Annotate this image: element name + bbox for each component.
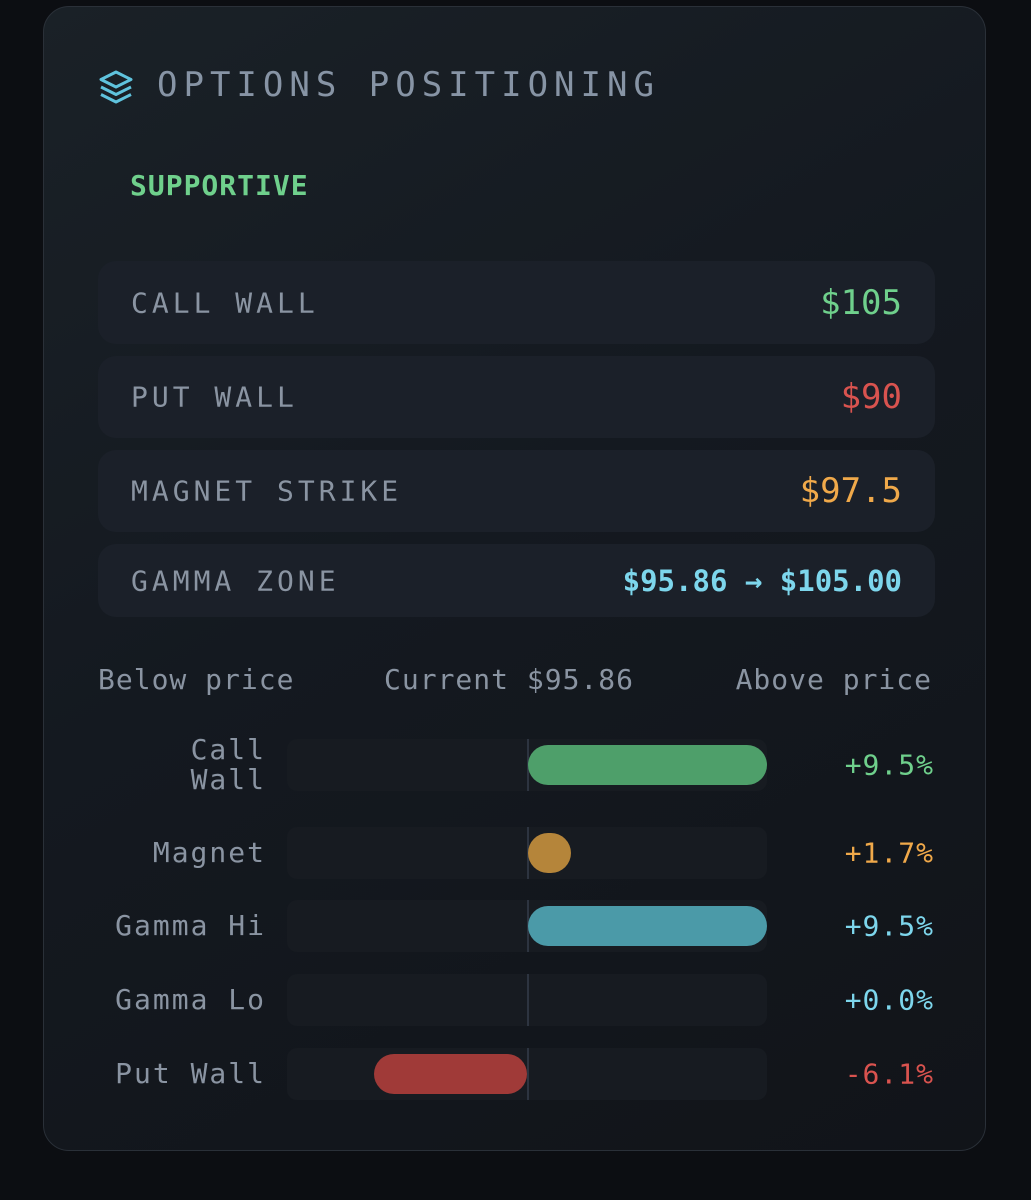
card-title: OPTIONS POSITIONING [157,65,660,105]
options-card: OPTIONS POSITIONING SUPPORTIVE CALL WALL… [43,6,986,1151]
level-row: CALL WALL $105 [98,261,935,344]
row-label: Gamma Lo [115,983,266,1016]
level-value: $97.5 [799,471,902,511]
row-label: Put Wall [115,1057,266,1090]
layers-icon [99,70,133,104]
distance-row: Gamma Lo +0.0% [44,974,987,1026]
header-below: Below price [98,663,295,696]
row-label: Call Wall [190,733,266,796]
row-label: Magnet [152,836,266,869]
value-label: +1.7% [844,836,934,870]
level-value: $95.86 → $105.00 [622,563,902,598]
row-label: Gamma Hi [115,909,266,942]
distance-bar [373,1054,527,1094]
level-label: CALL WALL [131,286,319,319]
distance-row: Magnet +1.7% [44,827,987,879]
level-value: $90 [840,377,902,417]
value-label: -6.1% [844,1057,934,1091]
distance-bar [528,745,767,785]
value-label: +9.5% [844,748,934,782]
bar-track [287,827,767,879]
level-label: GAMMA ZONE [131,564,340,597]
level-row: MAGNET STRIKE $97.5 [98,450,935,532]
level-value: $105 [820,282,902,323]
status: SUPPORTIVE [130,169,309,202]
value-label: +9.5% [844,909,934,943]
current-price-line [527,1048,529,1100]
distance-bar [528,833,571,873]
level-row: PUT WALL $90 [98,356,935,438]
header-current: Current $95.86 [384,663,635,696]
level-label: PUT WALL [131,380,298,414]
level-row: GAMMA ZONE $95.86 → $105.00 [98,544,935,617]
distance-row: Call Wall +9.5% [44,719,987,811]
bar-track [287,739,767,791]
distance-row: Put Wall -6.1% [44,1048,987,1100]
bar-track [287,974,767,1026]
value-label: +0.0% [844,983,934,1017]
current-price-line [527,974,529,1026]
header-above: Above price [735,663,932,696]
level-label: MAGNET STRIKE [131,474,403,508]
distance-bar [528,906,767,946]
distance-row: Gamma Hi +9.5% [44,900,987,952]
bar-track [287,1048,767,1100]
bar-track [287,900,767,952]
